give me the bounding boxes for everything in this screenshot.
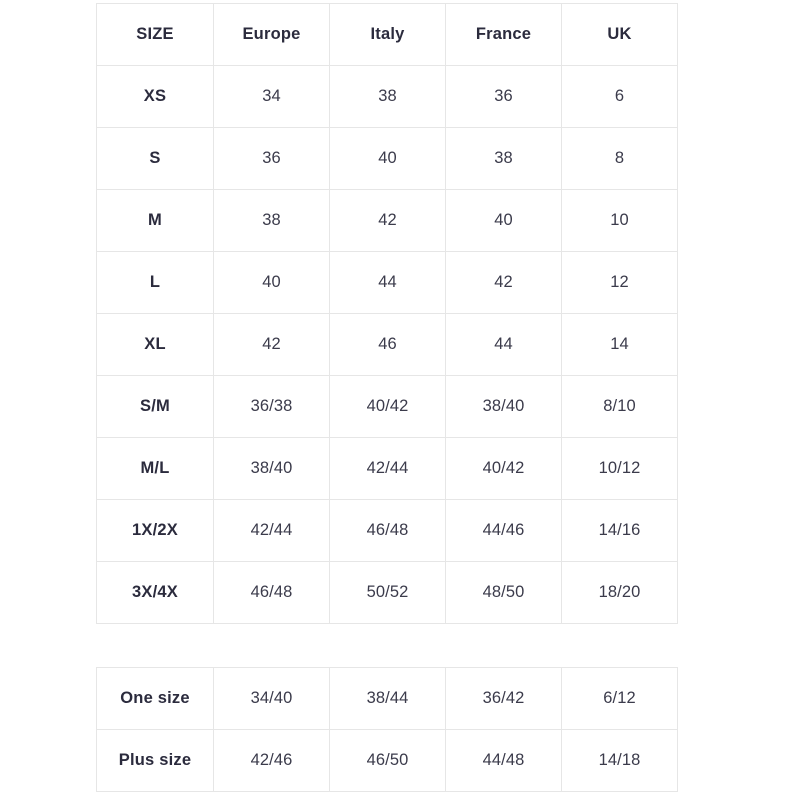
value-france: 38 (445, 127, 562, 190)
value-europe: 38/40 (213, 437, 330, 500)
value-europe: 46/48 (213, 561, 330, 624)
value-italy: 44 (329, 251, 446, 314)
size-label: 3X/4X (96, 561, 214, 624)
value-uk: 14/16 (561, 499, 678, 562)
standard-size-body: XS 34 38 36 6 S 36 40 38 8 M 38 42 40 10 (96, 65, 678, 624)
value-italy: 38/44 (329, 667, 446, 730)
table-row: L 40 44 42 12 (96, 251, 678, 314)
value-italy: 40/42 (329, 375, 446, 438)
value-europe: 42/46 (213, 729, 330, 792)
column-header-europe: Europe (213, 3, 330, 66)
value-uk: 18/20 (561, 561, 678, 624)
size-label: 1X/2X (96, 499, 214, 562)
value-france: 44/46 (445, 499, 562, 562)
value-france: 48/50 (445, 561, 562, 624)
size-label: L (96, 251, 214, 314)
size-label: One size (96, 667, 214, 730)
value-italy: 42/44 (329, 437, 446, 500)
value-uk: 6/12 (561, 667, 678, 730)
one-size-body: One size 34/40 38/44 36/42 6/12 Plus siz… (96, 667, 678, 792)
value-uk: 12 (561, 251, 678, 314)
value-uk: 10 (561, 189, 678, 252)
value-europe: 36/38 (213, 375, 330, 438)
table-row: XS 34 38 36 6 (96, 65, 678, 128)
size-label: S (96, 127, 214, 190)
value-uk: 10/12 (561, 437, 678, 500)
value-europe: 34 (213, 65, 330, 128)
table-row: Plus size 42/46 46/50 44/48 14/18 (96, 729, 678, 792)
column-header-uk: UK (561, 3, 678, 66)
value-italy: 46/50 (329, 729, 446, 792)
column-header-italy: Italy (329, 3, 446, 66)
value-france: 38/40 (445, 375, 562, 438)
table-row: S/M 36/38 40/42 38/40 8/10 (96, 375, 678, 438)
table-row: M 38 42 40 10 (96, 189, 678, 252)
value-europe: 34/40 (213, 667, 330, 730)
value-uk: 14/18 (561, 729, 678, 792)
table-row: XL 42 46 44 14 (96, 313, 678, 376)
value-europe: 38 (213, 189, 330, 252)
value-europe: 42 (213, 313, 330, 376)
header-row: SIZE Europe Italy France UK (96, 3, 678, 66)
value-europe: 40 (213, 251, 330, 314)
value-italy: 42 (329, 189, 446, 252)
value-france: 44/48 (445, 729, 562, 792)
value-italy: 46 (329, 313, 446, 376)
value-italy: 50/52 (329, 561, 446, 624)
value-uk: 6 (561, 65, 678, 128)
size-label: XL (96, 313, 214, 376)
table-row: 1X/2X 42/44 46/48 44/46 14/16 (96, 499, 678, 562)
one-size-table: One size 34/40 38/44 36/42 6/12 Plus siz… (96, 667, 678, 792)
size-label: XS (96, 65, 214, 128)
size-label: M (96, 189, 214, 252)
value-france: 36 (445, 65, 562, 128)
value-uk: 8 (561, 127, 678, 190)
value-europe: 42/44 (213, 499, 330, 562)
value-france: 40 (445, 189, 562, 252)
size-label: Plus size (96, 729, 214, 792)
column-header-size: SIZE (96, 3, 214, 66)
table-row: S 36 40 38 8 (96, 127, 678, 190)
size-label: M/L (96, 437, 214, 500)
value-france: 36/42 (445, 667, 562, 730)
table-row: One size 34/40 38/44 36/42 6/12 (96, 667, 678, 730)
value-france: 42 (445, 251, 562, 314)
table-header: SIZE Europe Italy France UK (96, 3, 678, 66)
value-italy: 38 (329, 65, 446, 128)
table-row: 3X/4X 46/48 50/52 48/50 18/20 (96, 561, 678, 624)
value-italy: 40 (329, 127, 446, 190)
size-label: S/M (96, 375, 214, 438)
value-uk: 8/10 (561, 375, 678, 438)
standard-size-table: SIZE Europe Italy France UK XS 34 38 36 … (96, 3, 678, 624)
table-row: M/L 38/40 42/44 40/42 10/12 (96, 437, 678, 500)
value-france: 40/42 (445, 437, 562, 500)
column-header-france: France (445, 3, 562, 66)
value-europe: 36 (213, 127, 330, 190)
value-france: 44 (445, 313, 562, 376)
value-uk: 14 (561, 313, 678, 376)
value-italy: 46/48 (329, 499, 446, 562)
